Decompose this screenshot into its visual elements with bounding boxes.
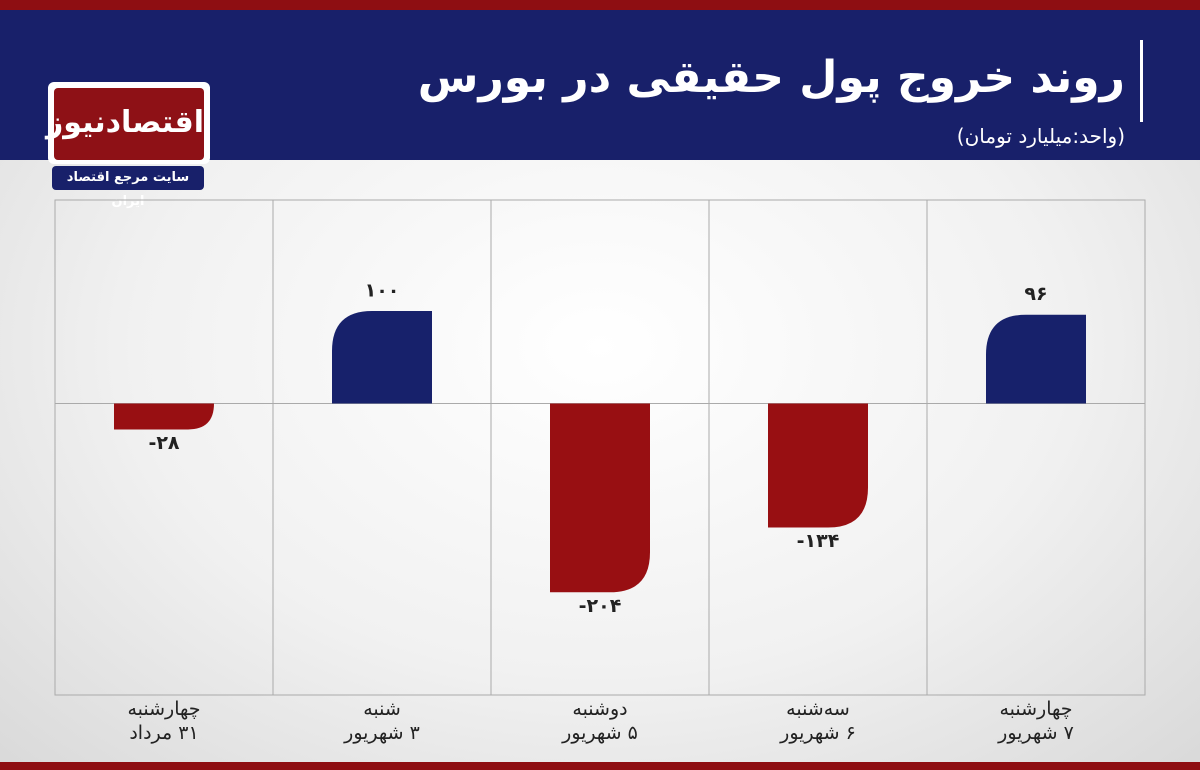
x-tick-label: چهارشنبه ۷ شهریور [998, 698, 1074, 744]
bar [550, 403, 650, 593]
value-label: -۲۸ [148, 432, 179, 454]
bar [114, 403, 214, 430]
logo-name: اقتصادنیوز [46, 88, 204, 160]
bar [332, 311, 432, 404]
x-tick-label: سه‌شنبه ۶ شهریور [780, 698, 856, 744]
subtitle: (واحد:میلیارد تومان) [956, 124, 1125, 148]
bar [768, 403, 868, 528]
chart-title: روند خروج پول حقیقی در بورس [417, 52, 1125, 103]
value-label: -۱۳۴ [797, 530, 840, 552]
x-tick-label: شنبه ۳ شهریور [344, 698, 420, 744]
footer-stripe [0, 762, 1200, 770]
divider [1140, 40, 1143, 122]
value-label: ۱۰۰ [365, 280, 400, 302]
value-label: -۲۰۴ [579, 595, 622, 617]
x-tick-label: دوشنبه ۵ شهریور [562, 698, 638, 744]
plot-frame [54, 199, 1146, 696]
x-tick-label: چهارشنبه ۳۱ مرداد [127, 698, 201, 744]
bar [986, 314, 1086, 404]
logo-tagline: سایت مرجع اقتصاد ایران [52, 166, 204, 209]
logo: اقتصادنیوز [46, 82, 210, 164]
value-label: ۹۶ [1024, 283, 1047, 305]
